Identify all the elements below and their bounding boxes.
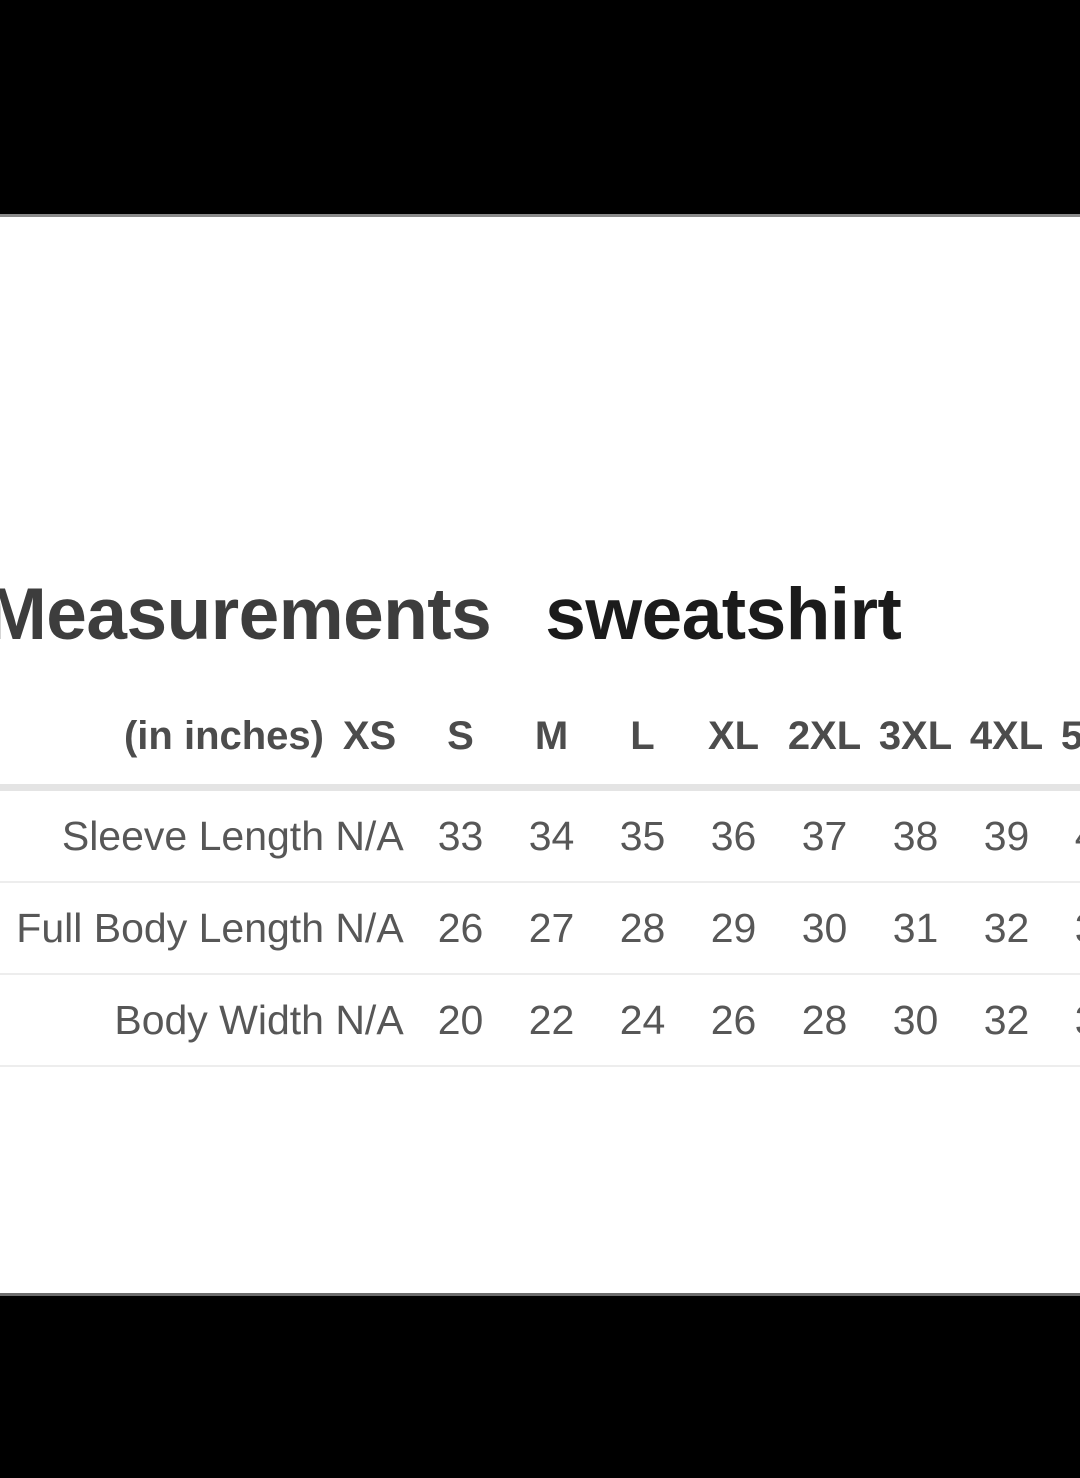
page-title: Measurements sweatshirt	[0, 578, 902, 651]
size-header-xs: XS	[342, 713, 397, 758]
cell-value: 29	[710, 904, 757, 951]
row-label: Full Body Length	[16, 904, 324, 951]
cell-value: 32	[983, 996, 1030, 1043]
cell-value: 34	[1052, 997, 1080, 1044]
cell-value: N/A	[335, 812, 404, 859]
cell-value: 32	[983, 904, 1030, 951]
size-header-m: M	[534, 713, 569, 758]
title-product-name: sweatshirt	[545, 574, 902, 655]
cell-value: 38	[892, 812, 939, 859]
cell-value: 31	[892, 904, 939, 951]
table-row-sleeve-length: Sleeve Length N/A 33 34 35 36 37 38 39 4…	[0, 791, 1080, 883]
cell-value: N/A	[335, 996, 404, 1043]
size-header-5xl: 5XL	[1060, 713, 1080, 758]
title-measurements: Measurements	[0, 574, 492, 655]
cell-value: 40	[1052, 813, 1080, 860]
cell-value: 33	[437, 812, 484, 859]
cell-value: 22	[528, 996, 575, 1043]
size-header-l: L	[630, 713, 655, 758]
table-row-body-width: Body Width N/A 20 22 24 26 28 30 32 34	[0, 975, 1080, 1067]
cell-value: 36	[710, 812, 757, 859]
cell-value: 35	[619, 812, 666, 859]
size-header-s: S	[447, 713, 474, 758]
cell-value: 27	[528, 904, 575, 951]
cell-value: 34	[528, 812, 575, 859]
row-label: Body Width	[114, 996, 324, 1043]
measurements-table: (in inches) XS S M L XL 2XL 3XL 4XL 5XL …	[0, 688, 1080, 1067]
size-header-3xl: 3XL	[878, 713, 953, 758]
table-row-full-body-length: Full Body Length N/A 26 27 28 29 30 31 3…	[0, 883, 1080, 975]
cell-value: 26	[710, 996, 757, 1043]
cell-value: 39	[983, 812, 1030, 859]
table-header-row: (in inches) XS S M L XL 2XL 3XL 4XL 5XL	[0, 688, 1080, 791]
cell-value: 30	[892, 996, 939, 1043]
size-header-4xl: 4XL	[969, 713, 1044, 758]
size-header-xl: XL	[707, 713, 760, 758]
top-letterbox-bar	[0, 0, 1080, 217]
unit-label: (in inches)	[123, 713, 324, 758]
size-header-2xl: 2XL	[787, 713, 862, 758]
row-label: Sleeve Length	[61, 812, 324, 859]
cell-value: 26	[437, 904, 484, 951]
cell-value: 20	[437, 996, 484, 1043]
cell-value: 37	[801, 812, 848, 859]
cell-value: 24	[619, 996, 666, 1043]
cell-value: 28	[619, 904, 666, 951]
cell-value: 30	[801, 904, 848, 951]
bottom-letterbox-bar	[0, 1293, 1080, 1478]
cell-value: 28	[801, 996, 848, 1043]
cell-value: 33	[1052, 905, 1080, 952]
cell-value: N/A	[335, 904, 404, 951]
